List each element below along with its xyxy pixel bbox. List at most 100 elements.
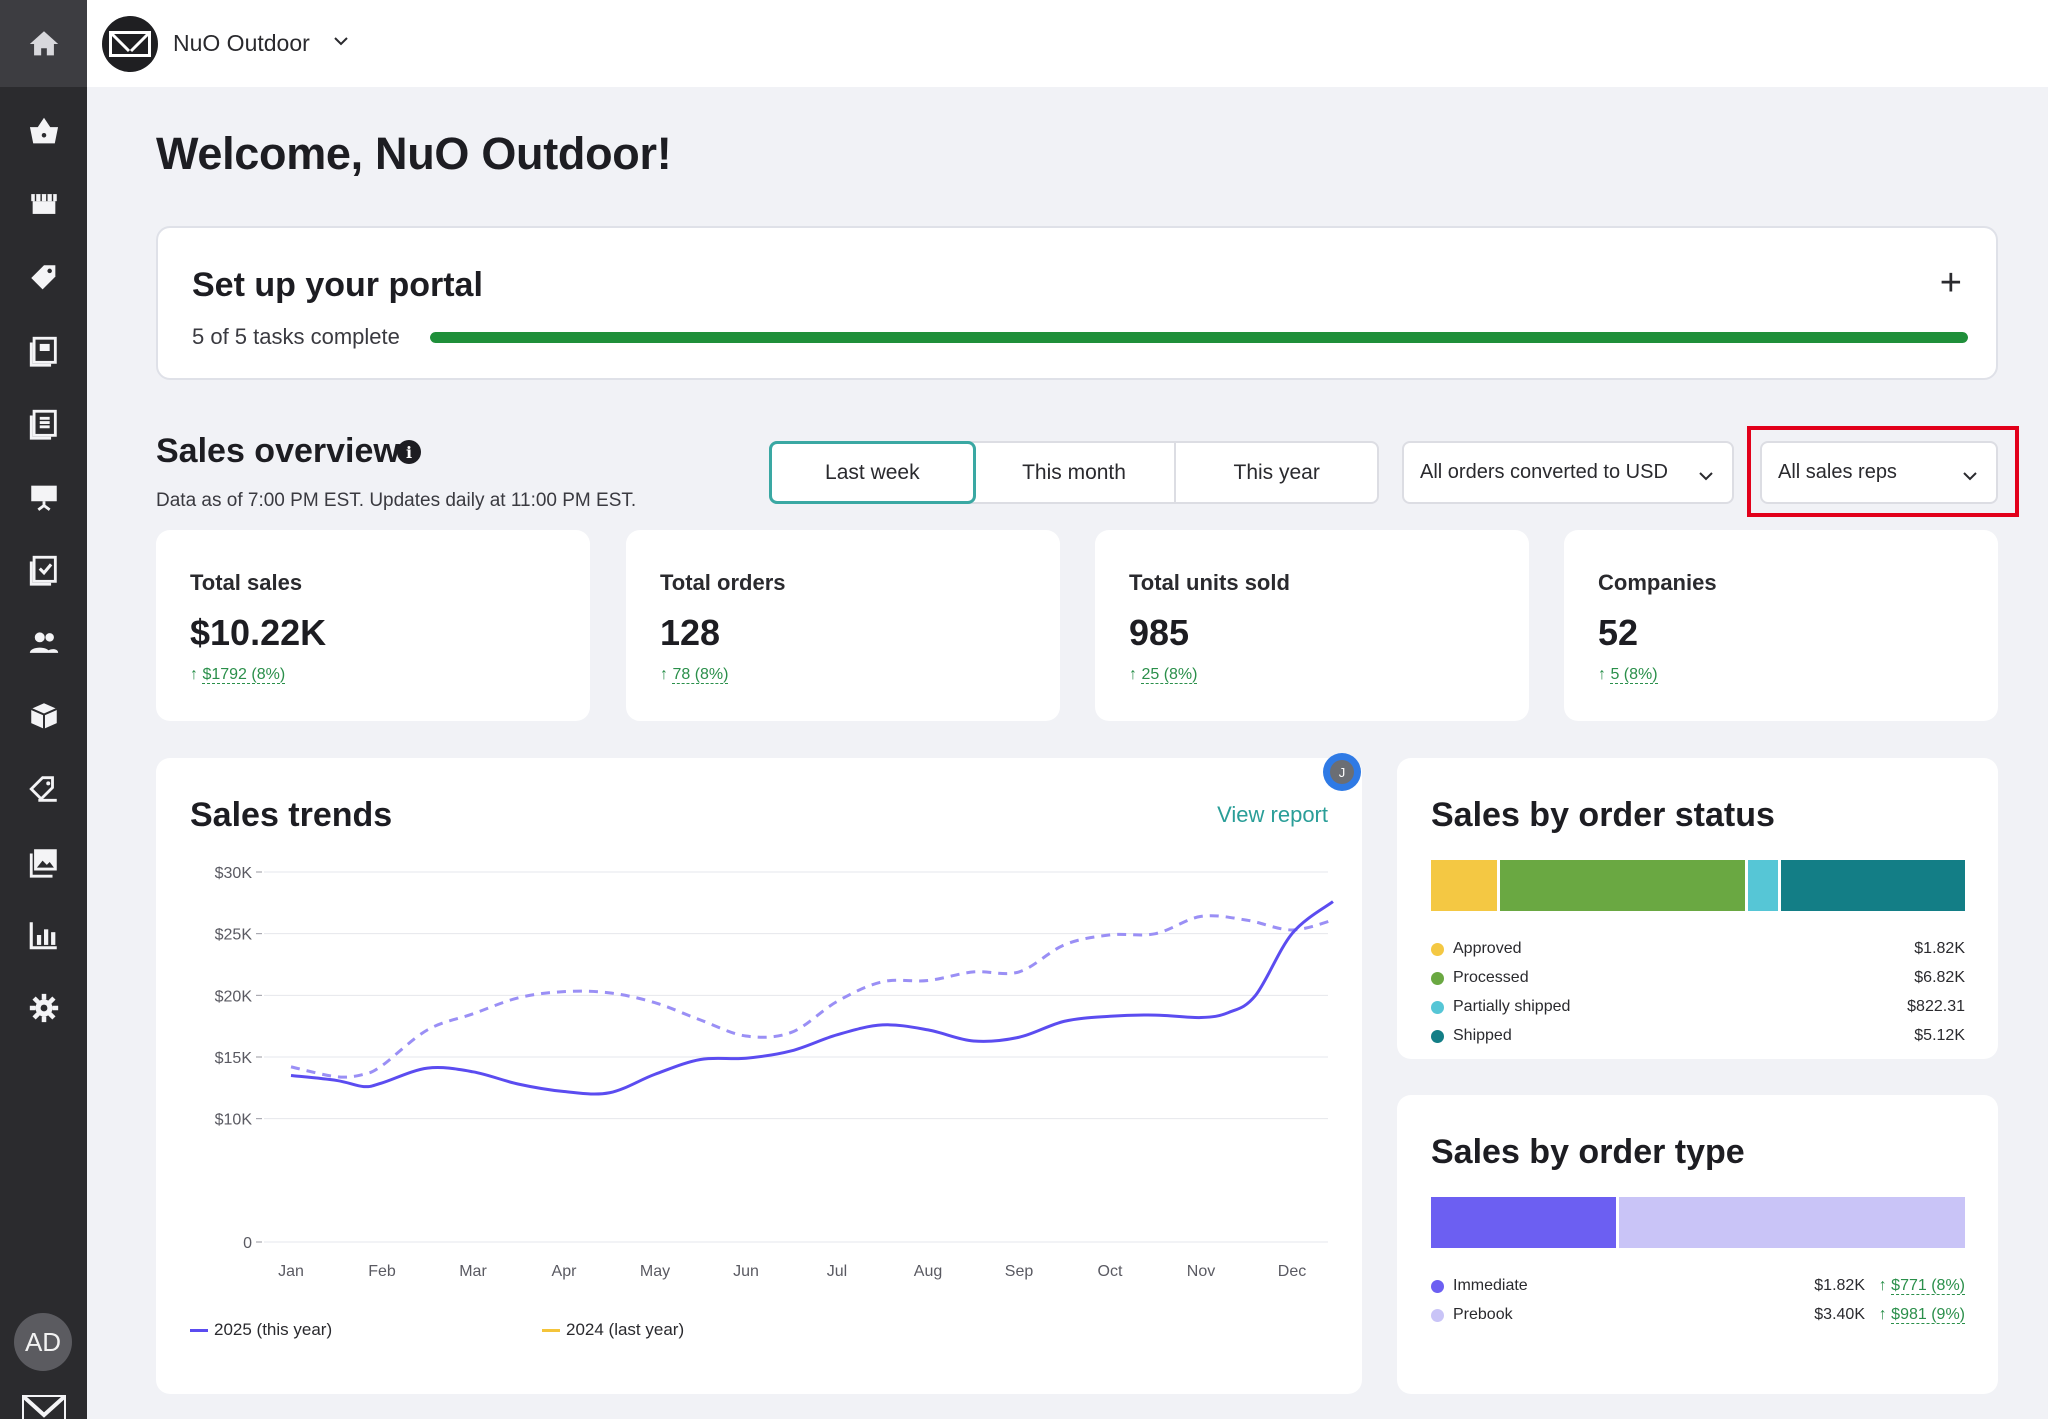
x-tick-label: Dec (1278, 1263, 1306, 1280)
y-tick-label: 0 (243, 1235, 252, 1252)
legend-2025: 2025 (this year) (190, 1320, 332, 1340)
order-status-title: Sales by order status (1431, 796, 1775, 834)
arrow-up-icon: ↑ (1129, 666, 1142, 683)
legend-delta[interactable]: ↑ $771 (8%) (1878, 1277, 1965, 1295)
stat-value: 985 (1129, 612, 1190, 653)
stat-delta[interactable]: ↑ 5 (8%) (1598, 666, 1658, 684)
brand-logo-icon (22, 1395, 66, 1419)
catalog-icon[interactable] (0, 323, 87, 379)
box-icon[interactable] (0, 688, 87, 744)
y-tick-label: $25K (215, 927, 253, 944)
info-icon[interactable]: i (397, 440, 421, 464)
orders-icon[interactable] (0, 396, 87, 452)
setup-title: Set up your portal (192, 266, 483, 304)
legend-label: 2024 (last year) (566, 1320, 685, 1339)
x-tick-label: Feb (368, 1263, 396, 1280)
stat-delta[interactable]: ↑ 78 (8%) (660, 666, 729, 684)
legend-delta-value: $771 (8%) (1891, 1277, 1965, 1295)
period-this-month-button[interactable]: This month (974, 443, 1177, 502)
setup-status: 5 of 5 tasks complete (192, 324, 400, 349)
legend-label: Shipped (1453, 1027, 1512, 1044)
avatar[interactable]: AD (14, 1313, 72, 1371)
bar-segment-processed[interactable] (1499, 860, 1746, 911)
setup-progress-bar (430, 332, 1968, 343)
legend-label: Prebook (1453, 1306, 1513, 1323)
y-tick-label: $15K (215, 1050, 253, 1067)
collaborator-avatar[interactable]: J (1323, 753, 1361, 791)
stat-delta-value: 78 (8%) (672, 666, 729, 684)
arrow-up-icon: ↑ (660, 666, 673, 683)
x-tick-label: Oct (1098, 1263, 1123, 1280)
period-last-week-button[interactable]: Last week (769, 441, 976, 504)
legend-row-partially-shipped: Partially shipped $822.31 (1431, 994, 1965, 1020)
stat-label: Companies (1598, 570, 1717, 595)
reports-icon[interactable] (0, 907, 87, 963)
stat-card-total-orders: Total orders 128 ↑ 78 (8%) (626, 530, 1060, 721)
sales-reps-filter-value: All sales reps (1778, 461, 1897, 483)
stat-label: Total sales (190, 570, 303, 595)
arrow-up-icon: ↑ (1598, 666, 1611, 683)
promotions-icon[interactable] (0, 761, 87, 817)
y-tick-label: $20K (215, 988, 253, 1005)
legend-amount: $3.40K (1814, 1306, 1865, 1323)
y-tick-label: $30K (215, 865, 253, 882)
checklist-icon[interactable] (0, 542, 87, 598)
legend-dot (1431, 971, 1444, 985)
sales-trends-chart: 0 $10K $15K $20K $25K $30K Jan Feb Mar Apr May Jun J… (215, 865, 1334, 1280)
x-tick-label: Aug (914, 1263, 942, 1280)
order-type-bar (1431, 1197, 1965, 1248)
legend-label: Approved (1453, 940, 1522, 957)
stat-value: $10.22K (190, 612, 327, 653)
chevron-down-icon[interactable] (333, 34, 349, 52)
home-icon[interactable] (0, 0, 87, 87)
bar-segment-immediate[interactable] (1431, 1197, 1617, 1248)
sales-by-order-status-card: Sales by order status Approved $1.82K Pr… (1397, 758, 1998, 1059)
legend-label: Immediate (1453, 1277, 1528, 1294)
stat-card-total-units: Total units sold 985 ↑ 25 (8%) (1095, 530, 1529, 721)
sales-reps-filter-dropdown[interactable]: All sales reps (1760, 441, 1998, 504)
legend-delta[interactable]: ↑ $981 (9%) (1878, 1306, 1965, 1324)
legend-delta-value: $981 (9%) (1891, 1306, 1965, 1324)
currency-filter-value: All orders converted to USD (1420, 461, 1668, 483)
users-icon[interactable] (0, 615, 87, 671)
legend-swatch (542, 1328, 560, 1332)
stat-delta[interactable]: ↑ $1792 (8%) (190, 666, 286, 684)
presentation-icon[interactable] (0, 469, 87, 525)
highlight-box (1747, 426, 2019, 517)
arrow-up-icon: ↑ (190, 666, 203, 683)
legend-amount: $5.12K (1914, 1027, 1965, 1044)
legend-label: Partially shipped (1453, 998, 1571, 1015)
basket-icon[interactable] (0, 103, 87, 159)
bar-segment-partially-shipped[interactable] (1748, 860, 1778, 911)
sales-trends-title: Sales trends (190, 796, 393, 834)
order-type-title: Sales by order type (1431, 1133, 1745, 1171)
setup-progress-fill (430, 332, 1968, 343)
expand-plus-icon[interactable]: + (1939, 262, 1962, 304)
currency-filter-dropdown[interactable]: All orders converted to USD (1402, 441, 1734, 504)
storefront-icon[interactable] (0, 176, 87, 232)
legend-dot (1431, 942, 1444, 956)
x-tick-label: Jan (278, 1263, 304, 1280)
legend-row-processed: Processed $6.82K (1431, 965, 1965, 991)
stat-card-total-sales: Total sales $10.22K ↑ $1792 (8%) (156, 530, 590, 721)
bar-segment-shipped[interactable] (1780, 860, 1965, 911)
chevron-down-icon (1962, 465, 1978, 488)
sales-trends-card: Sales trends View report 0 $10K $15K $20K $2… (156, 758, 1362, 1394)
legend-dot (1431, 1000, 1444, 1014)
period-this-year-button[interactable]: This year (1233, 460, 1320, 484)
view-report-link[interactable]: View report (1217, 802, 1328, 827)
legend-dot (1431, 1029, 1444, 1043)
bar-segment-approved[interactable] (1431, 860, 1497, 911)
bar-segment-prebook[interactable] (1619, 1197, 1965, 1248)
settings-icon[interactable] (0, 980, 87, 1036)
legend-amount: $6.82K (1914, 969, 1965, 986)
legend-amount: $1.82K (1914, 940, 1965, 957)
tag-icon[interactable] (0, 250, 87, 306)
gallery-icon[interactable] (0, 834, 87, 890)
brand-switcher[interactable]: NuO Outdoor (173, 30, 310, 56)
legend-dot (1431, 1308, 1444, 1322)
legend-label: 2025 (this year) (214, 1320, 333, 1339)
stat-delta[interactable]: ↑ 25 (8%) (1129, 666, 1198, 684)
legend-row-shipped: Shipped $5.12K (1431, 1023, 1965, 1049)
x-tick-label: Nov (1187, 1263, 1215, 1280)
